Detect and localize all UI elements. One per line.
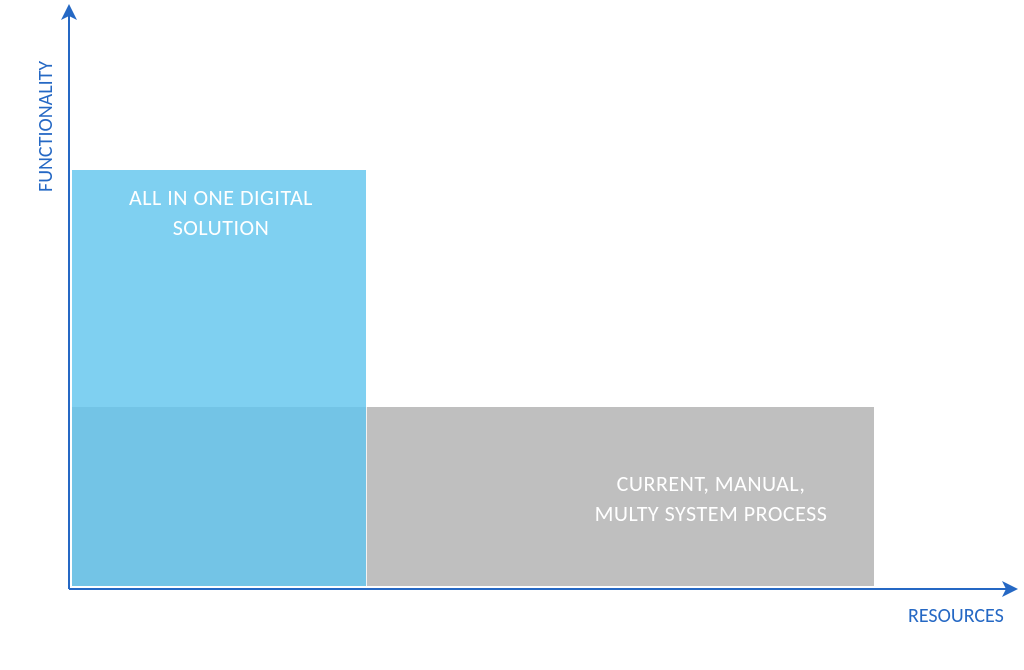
- label-line: CURRENT, MANUAL,: [617, 470, 806, 497]
- label-line: MULTY SYSTEM PROCESS: [595, 500, 828, 527]
- y-axis-label: FUNCTIONALITY: [34, 61, 58, 192]
- box-digital-solution: ALL IN ONE DIGITAL SOLUTION: [71, 169, 367, 587]
- chart-stage: CURRENT, MANUAL, MULTY SYSTEM PROCESS AL…: [0, 0, 1024, 670]
- label-line: ALL IN ONE DIGITAL: [129, 184, 313, 211]
- x-axis-label: RESOURCES: [908, 604, 1004, 628]
- label-line: SOLUTION: [173, 214, 270, 241]
- box-digital-solution-label: ALL IN ONE DIGITAL SOLUTION: [96, 183, 346, 242]
- box-current-process-label: CURRENT, MANUAL, MULTY SYSTEM PROCESS: [561, 469, 861, 528]
